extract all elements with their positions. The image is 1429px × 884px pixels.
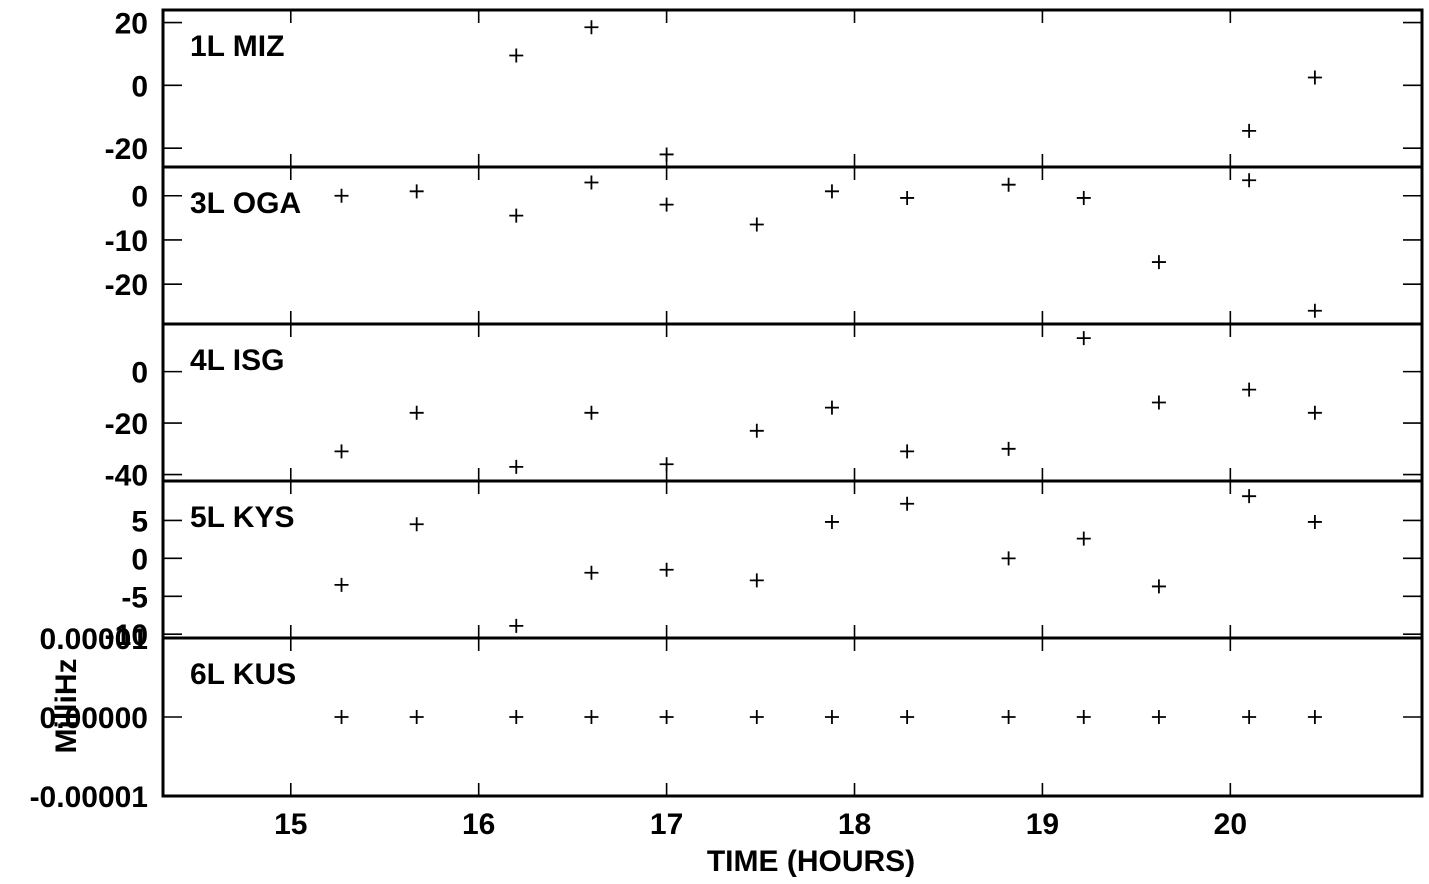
data-point: [1151, 255, 1166, 270]
panel-label: 1L MIZ: [190, 30, 284, 63]
y-tick-label: -20: [105, 408, 148, 441]
y-tick-label: 0.00000: [40, 702, 148, 735]
data-point: [659, 710, 674, 724]
data-point: [1242, 173, 1257, 188]
data-point: [749, 423, 764, 438]
data-point: [584, 20, 599, 35]
data-point: [749, 217, 764, 232]
y-tick-label: -20: [105, 269, 148, 302]
data-point: [900, 710, 915, 724]
panel-4l-isg: 0 -20 -40 4L ISG: [105, 322, 1424, 493]
data-point: [1076, 190, 1091, 205]
data-point: [900, 444, 915, 459]
panel-frame: [161, 479, 1424, 640]
data-point: [1001, 551, 1016, 566]
data-point: [584, 565, 599, 580]
panel-frame: [161, 8, 1424, 169]
data-point: [1307, 514, 1322, 529]
data-point: [409, 517, 424, 532]
data-point: [824, 400, 839, 415]
data-point: [509, 208, 524, 223]
y-axis-label: MilliHz: [50, 659, 83, 754]
data-point: [334, 577, 349, 592]
data-point: [409, 405, 424, 420]
y-tick-label: -40: [105, 460, 148, 493]
x-tick-label: 16: [462, 808, 495, 841]
y-tick-label: -20: [105, 133, 148, 166]
data-point: [1242, 710, 1257, 724]
data-point: [749, 573, 764, 588]
panel-3l-oga: 0 -10 -20 3L OGA: [105, 165, 1424, 326]
data-point: [659, 457, 674, 472]
x-axis: 15 16 17 18 19 20: [274, 808, 1247, 841]
y-tick-label: 0: [131, 70, 148, 103]
y-tick-label: 5: [131, 505, 148, 538]
data-point: [1151, 579, 1166, 594]
x-tick-label: 17: [650, 808, 683, 841]
data-point: [1076, 531, 1091, 546]
data-point: [1242, 489, 1257, 504]
data-point: [584, 710, 599, 724]
data-point: [509, 710, 524, 724]
x-tick-label: 20: [1214, 808, 1247, 841]
data-point: [900, 190, 915, 205]
panel-5l-kys: 5 0 -5 -10 5L KYS: [105, 479, 1424, 652]
panel-6l-kus: 0.00001 0.00000 -0.00001 6L KUS: [30, 623, 1424, 814]
y-tick-label: 0: [131, 181, 148, 214]
y-tick-label: -5: [121, 581, 148, 614]
y-tick-label: -10: [105, 619, 148, 652]
panel-label: 3L OGA: [190, 187, 301, 220]
data-point: [409, 710, 424, 724]
data-point: [334, 188, 349, 203]
plot-panels: 20 0 -20 1L MIZ 0 -10 -20 3L OGA 0 -20 -40 4L ISG 5 0…: [30, 8, 1424, 814]
data-point: [334, 444, 349, 459]
data-point: [1001, 710, 1016, 724]
x-tick-label: 15: [274, 808, 307, 841]
data-point: [509, 459, 524, 474]
data-point: [1307, 710, 1322, 724]
data-point: [509, 618, 524, 633]
x-tick-label: 18: [838, 808, 871, 841]
y-tick-label: -10: [105, 225, 148, 258]
data-point: [1307, 405, 1322, 420]
data-point: [1242, 382, 1257, 397]
data-point: [824, 710, 839, 724]
y-tick-label: 20: [115, 8, 148, 41]
data-point: [659, 197, 674, 212]
data-point: [749, 710, 764, 724]
panel-label: 4L ISG: [190, 344, 284, 377]
data-point: [584, 405, 599, 420]
panel-frame: [161, 636, 1424, 798]
data-point: [824, 514, 839, 529]
panel-frame: [161, 322, 1424, 483]
data-point: [409, 184, 424, 199]
data-point: [1076, 331, 1091, 346]
x-tick-label: 19: [1026, 808, 1059, 841]
data-point: [1307, 303, 1322, 318]
y-tick-label: -0.00001: [30, 781, 148, 814]
y-tick-label: 0: [131, 357, 148, 390]
data-point: [1151, 395, 1166, 410]
data-point: [509, 48, 524, 63]
data-point: [659, 147, 674, 162]
data-point: [1151, 710, 1166, 724]
y-tick-label: 0: [131, 543, 148, 576]
x-axis-label: TIME (HOURS): [707, 845, 915, 878]
panel-label: 5L KYS: [190, 501, 295, 534]
data-point: [1242, 123, 1257, 138]
data-point: [900, 496, 915, 511]
data-point: [334, 710, 349, 724]
data-point: [824, 184, 839, 199]
data-point: [1307, 70, 1322, 85]
data-point: [584, 175, 599, 190]
panel-label: 6L KUS: [190, 658, 296, 691]
panel-frame: [161, 165, 1424, 326]
data-point: [659, 562, 674, 577]
panel-1l-miz: 20 0 -20 1L MIZ: [105, 8, 1424, 169]
data-point: [1001, 441, 1016, 456]
data-point: [1076, 710, 1091, 724]
y-tick-label: 0.00001: [40, 623, 148, 656]
data-point: [1001, 177, 1016, 192]
